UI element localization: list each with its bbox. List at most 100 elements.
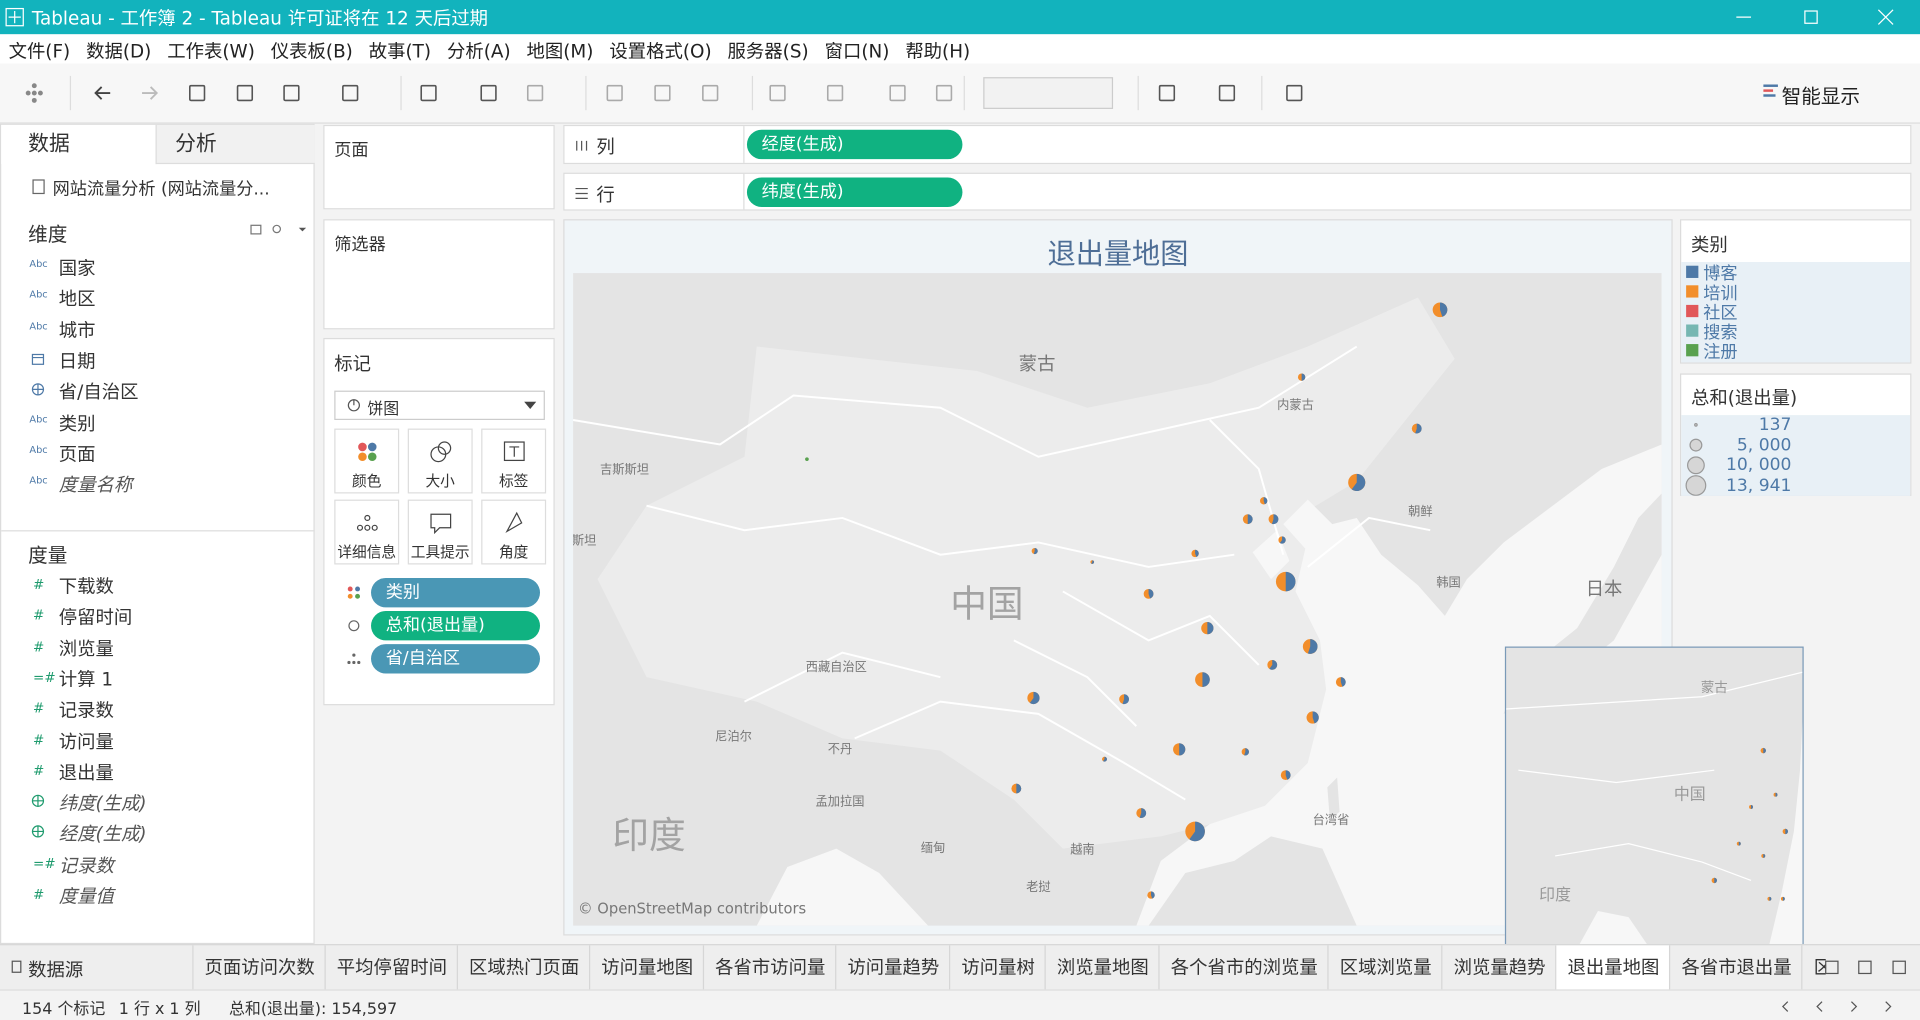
toolbar-button[interactable] [767, 82, 789, 104]
toolbar-button[interactable] [524, 82, 546, 104]
menu-item[interactable]: 服务器(S) [727, 40, 809, 63]
sheet-tab[interactable]: 区域浏览量 [1327, 945, 1442, 991]
status-nav[interactable] [1776, 999, 1911, 1014]
icon [606, 84, 623, 102]
field[interactable]: 记录数 [58, 699, 114, 722]
menu-item[interactable]: 工作表(W) [167, 40, 255, 63]
sheet-tab[interactable]: 退出量地图 [1555, 945, 1670, 991]
field[interactable]: 下载数 [58, 575, 114, 598]
sheet-tab[interactable]: 访问量树 [949, 945, 1045, 991]
mark-button[interactable]: 颜色 [334, 428, 400, 494]
sheet-tab[interactable]: 各个省市的浏览量 [1158, 945, 1328, 991]
map-label: 台湾省 [1313, 812, 1350, 827]
toolbar-button[interactable] [23, 82, 45, 104]
toolbar-button[interactable] [1156, 82, 1178, 104]
menu-item[interactable]: 分析(A) [446, 40, 511, 63]
sheet-tab[interactable]: 访问量趋势 [835, 945, 949, 991]
sheet-tab[interactable]: 页面访问次数 [192, 945, 324, 991]
menu-item[interactable]: 仪表板(B) [270, 40, 353, 63]
field[interactable]: 计算 1 [58, 668, 114, 691]
toolbar-button[interactable] [234, 82, 256, 104]
field[interactable]: 记录数 [58, 854, 114, 877]
sheet-tab[interactable]: 各省市退出量 [1669, 945, 1801, 991]
smart-show[interactable]: 智能显示 [1781, 84, 1861, 108]
toolbar-button[interactable] [478, 82, 500, 104]
datasource-tab[interactable]: 数据源 [28, 958, 84, 981]
menu-item[interactable]: 文件(F) [8, 40, 71, 63]
toolbar-button[interactable] [186, 82, 208, 104]
toolbar-button[interactable] [1283, 82, 1305, 104]
toolbar-button[interactable] [651, 82, 673, 104]
icon [420, 84, 437, 102]
icon [357, 660, 361, 665]
field[interactable]: 日期 [58, 350, 96, 373]
toolbar-button[interactable] [604, 82, 626, 104]
sheet-tab[interactable]: 各省市访问量 [702, 945, 835, 991]
sheet-tab[interactable]: 区域退出量 [1801, 945, 1826, 991]
toolbar-button[interactable] [418, 82, 440, 104]
legend-label[interactable]: 社区 [1703, 303, 1738, 324]
tab-action[interactable] [1824, 960, 1841, 977]
field[interactable]: 省/自治区 [58, 381, 139, 404]
legend-label[interactable]: 培训 [1703, 284, 1738, 304]
tab-action[interactable] [1858, 960, 1875, 977]
field[interactable]: 类别 [58, 412, 96, 435]
field[interactable]: 地区 [58, 288, 96, 311]
window-controls[interactable] [1727, 5, 1911, 29]
field[interactable]: 国家 [58, 257, 96, 280]
toolbar-button[interactable] [699, 82, 721, 104]
field[interactable]: 度量名称 [58, 473, 133, 497]
menu-item[interactable]: 地图(M) [526, 40, 594, 63]
marks-pill[interactable]: 总和(退出量) [371, 611, 541, 641]
field[interactable]: 经度(生成) [58, 823, 147, 846]
menu-item[interactable]: 故事(T) [368, 40, 432, 63]
mark-button[interactable]: 角度 [481, 499, 547, 565]
sheet-tab[interactable]: 访问量地图 [589, 945, 703, 991]
field[interactable]: 度量值 [58, 885, 114, 908]
sheet-tab[interactable]: 浏览量趋势 [1441, 945, 1555, 991]
field[interactable]: 停留时间 [58, 606, 133, 629]
pane-tab[interactable]: 分析 [155, 124, 315, 165]
mark-type-dropdown[interactable]: 饼图 [334, 390, 545, 421]
marks-pill[interactable]: 省/自治区 [371, 644, 541, 674]
legend-label[interactable]: 博客 [1703, 264, 1738, 285]
menu-item[interactable]: 窗口(N) [824, 40, 890, 63]
separator [1261, 75, 1263, 111]
field[interactable]: 城市 [58, 319, 96, 342]
sheet-tab[interactable]: 平均停留时间 [324, 945, 457, 991]
menu-item[interactable]: 设置格式(O) [609, 40, 712, 63]
legend-label[interactable]: 注册 [1703, 342, 1738, 363]
shelf-pill[interactable]: 经度(生成) [746, 129, 963, 160]
field[interactable]: 浏览量 [58, 637, 114, 660]
sheet-tab[interactable]: 区域热门页面 [456, 945, 589, 991]
mark-button[interactable]: 详细信息 [334, 499, 400, 565]
tab-action[interactable] [1892, 960, 1909, 977]
toolbar-button[interactable] [92, 82, 114, 104]
mark-button[interactable]: 工具提示 [407, 499, 473, 565]
field[interactable]: 页面 [58, 443, 96, 466]
toolbar-button[interactable] [339, 82, 361, 104]
menu-item[interactable]: 数据(D) [86, 40, 152, 63]
datasource-name[interactable]: 网站流量分析 (网站流量分... [52, 180, 270, 200]
marks-pill[interactable]: 类别 [371, 577, 541, 608]
toolbar-button[interactable] [824, 82, 846, 104]
legend-swatch [1686, 304, 1699, 318]
field[interactable]: 退出量 [58, 761, 114, 784]
toolbar-button[interactable] [138, 82, 160, 104]
pages-shelf: 页面 [323, 124, 555, 210]
toolbar-button[interactable] [1216, 82, 1238, 104]
field[interactable]: 访问量 [58, 730, 114, 753]
dropdown[interactable] [983, 77, 1114, 109]
mark-button[interactable]: 大小 [407, 428, 473, 494]
mark-button[interactable]: 标签 [481, 428, 547, 494]
pane-tab[interactable]: 数据 [1, 124, 156, 165]
sheet-tab[interactable]: 浏览量地图 [1044, 945, 1159, 991]
field[interactable]: 纬度(生成) [58, 792, 147, 815]
pane-tools [250, 224, 307, 235]
toolbar-button[interactable] [933, 82, 955, 104]
toolbar-button[interactable] [280, 82, 302, 104]
menu-item[interactable]: 帮助(H) [905, 40, 971, 63]
legend-label[interactable]: 搜索 [1703, 323, 1738, 343]
toolbar-button[interactable] [887, 82, 909, 104]
shelf-pill[interactable]: 纬度(生成) [746, 177, 963, 207]
